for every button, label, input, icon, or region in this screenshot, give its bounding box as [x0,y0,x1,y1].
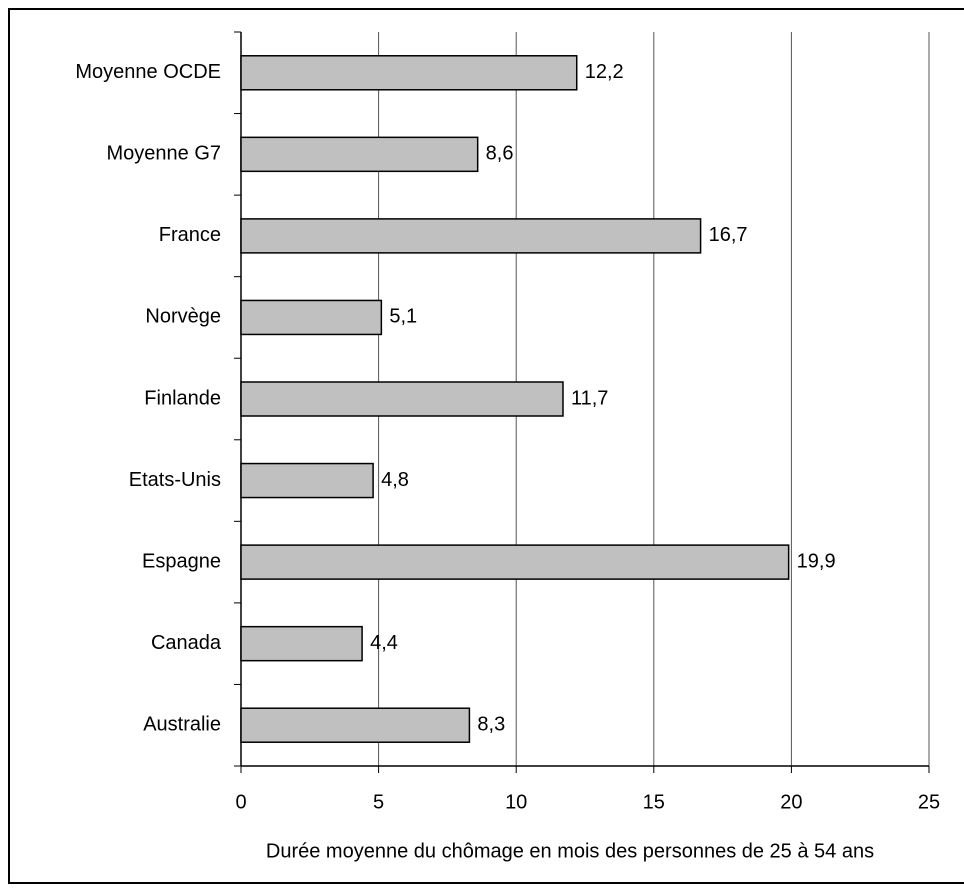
x-tick-label: 20 [780,791,802,813]
data-label: 8,6 [486,143,514,165]
y-tick-label: Norvège [145,306,221,328]
x-tick-label: 15 [643,791,665,813]
y-tick-label: Etats-Unis [129,469,221,491]
data-label: 4,8 [381,469,409,491]
x-tick-label: 25 [918,791,940,813]
x-tick-label: 0 [235,791,246,813]
data-label: 5,1 [389,306,417,328]
bar [240,136,479,173]
data-label: 11,7 [571,387,608,409]
y-tick-label: Espagne [142,550,221,572]
y-tick-label: Canada [151,632,222,654]
x-axis-label: Durée moyenne du chômage en mois des per… [266,840,874,862]
data-label: 19,9 [797,550,836,572]
y-tick-label: Australie [143,714,221,736]
data-label: 12,2 [585,61,624,83]
x-tick-label: 10 [505,791,527,813]
data-label: 16,7 [709,224,748,246]
bar [240,707,471,743]
x-tick-label: 5 [373,791,384,813]
y-tick-label: France [159,224,221,246]
y-tick-label: Moyenne OCDE [75,61,221,83]
bar [240,299,383,336]
data-label: 8,3 [477,714,505,736]
y-tick-label: Moyenne G7 [106,143,221,165]
bar [240,381,564,417]
bar [240,55,578,91]
frame [8,8,964,884]
bar [240,462,374,499]
bar [240,544,790,580]
y-tick-label: Finlande [144,387,221,409]
bar [240,218,702,254]
bar [240,625,363,662]
data-label: 4,4 [370,632,398,654]
